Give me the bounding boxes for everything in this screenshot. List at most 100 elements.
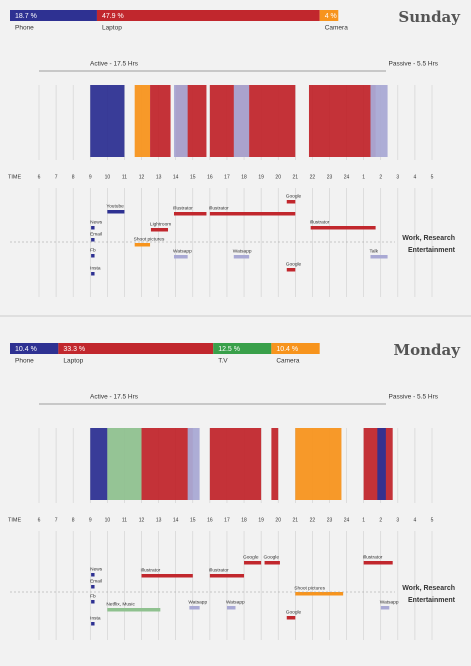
x-tick-label: 17 — [224, 174, 230, 180]
activity-label: Illustrator — [209, 205, 229, 211]
activity-label: News — [90, 566, 103, 572]
x-tick-label: 6 — [38, 517, 41, 523]
x-tick-label: 18 — [241, 517, 247, 523]
x-tick-label: 12 — [139, 517, 145, 523]
x-tick-label: 13 — [156, 517, 162, 523]
activity-bar — [209, 574, 245, 578]
usage-block — [90, 428, 108, 500]
device-share-bar — [58, 343, 214, 354]
device-share-label: 12.5 % — [218, 346, 240, 353]
activity-label: Watsapp — [173, 248, 192, 254]
x-tick-label: 10 — [105, 517, 111, 523]
activity-bar — [173, 212, 207, 216]
x-tick-label: 4 — [414, 517, 417, 523]
x-tick-label: 19 — [258, 174, 264, 180]
activity-bar — [91, 600, 95, 604]
activity-label: Email — [90, 578, 102, 584]
device-share-bar — [319, 10, 339, 21]
activity-bar — [91, 238, 95, 242]
device-share-bar — [271, 343, 320, 354]
x-tick-label: 10 — [105, 174, 111, 180]
x-tick-label: 2 — [379, 517, 382, 523]
activity-bar — [295, 592, 344, 596]
active-label: Active - 17.5 Hrs — [90, 61, 139, 68]
activity-label: Watsapp — [226, 599, 245, 605]
activity-bar — [150, 228, 169, 232]
activity-label: Talk — [369, 248, 378, 254]
device-share-label: 10.4 % — [276, 346, 298, 353]
usage-block — [187, 428, 200, 500]
activity-bar — [189, 606, 200, 610]
x-tick-label: 13 — [156, 174, 162, 180]
device-share-label: 47.9 % — [102, 13, 124, 20]
activity-bar — [91, 585, 95, 589]
activity-bar — [363, 561, 393, 565]
activity-bar — [173, 255, 188, 259]
usage-block — [377, 428, 386, 500]
x-tick-label: 12 — [139, 174, 145, 180]
device-share-bar — [96, 10, 320, 21]
activity-label: Google — [286, 193, 302, 199]
x-tick-label: 11 — [122, 517, 127, 523]
activity-bar — [244, 561, 262, 565]
x-tick-label: 5 — [431, 517, 434, 523]
usage-block — [209, 428, 262, 500]
x-tick-label: 22 — [310, 517, 316, 523]
time-label: TIME — [8, 517, 21, 523]
usage-block — [107, 428, 142, 500]
active-label: Active - 17.5 Hrs — [90, 394, 139, 401]
x-tick-label: 21 — [293, 174, 299, 180]
activity-label: Insta — [90, 615, 101, 621]
usage-block — [150, 85, 171, 157]
x-tick-label: 22 — [310, 174, 316, 180]
activity-label: Fb — [90, 247, 96, 253]
activity-label: Illustrator — [209, 567, 229, 573]
device-share-label: 4 % — [325, 13, 337, 20]
x-tick-label: 23 — [327, 517, 333, 523]
x-tick-label: 16 — [207, 174, 213, 180]
time-label: TIME — [8, 174, 21, 180]
x-tick-label: 1 — [362, 174, 365, 180]
x-tick-label: 3 — [396, 517, 399, 523]
activity-label: Google — [243, 554, 259, 560]
activity-bar — [264, 561, 280, 565]
x-tick-label: 11 — [122, 174, 127, 180]
passive-label: Passive - 5.5 Hrs — [389, 394, 439, 401]
work-label: Work, Research — [402, 235, 455, 242]
x-tick-label: 7 — [55, 517, 58, 523]
activity-bar — [226, 606, 236, 610]
device-share-bar — [10, 343, 59, 354]
activity-label: Watsapp — [380, 599, 399, 605]
day-title: Sunday — [398, 8, 461, 26]
activity-bar — [91, 272, 95, 276]
x-tick-label: 21 — [293, 517, 299, 523]
x-tick-label: 5 — [431, 174, 434, 180]
activity-label: Illustrator — [310, 219, 330, 225]
activity-label: Shoot pictures — [294, 585, 325, 591]
activity-label: Fb — [90, 593, 96, 599]
activity-bar — [370, 255, 388, 259]
x-tick-label: 9 — [89, 517, 92, 523]
activity-label: Google — [286, 261, 302, 267]
activity-label: Email — [90, 231, 102, 237]
x-tick-label: 15 — [190, 517, 196, 523]
device-share-label: 33.3 % — [63, 346, 85, 353]
activity-bar — [91, 254, 95, 258]
x-tick-label: 23 — [327, 174, 333, 180]
activity-bar — [107, 210, 125, 214]
entertainment-label: Entertainment — [408, 247, 456, 254]
x-tick-label: 24 — [344, 517, 350, 523]
x-tick-label: 17 — [224, 517, 230, 523]
activity-label: Youtube — [106, 203, 124, 209]
x-tick-label: 2 — [379, 174, 382, 180]
activity-bar — [91, 226, 95, 230]
device-share-bar — [213, 343, 272, 354]
activity-bar — [134, 243, 151, 247]
x-tick-label: 7 — [55, 174, 58, 180]
activity-bar — [233, 255, 250, 259]
activity-bar — [209, 212, 296, 216]
x-tick-label: 9 — [89, 174, 92, 180]
x-tick-label: 8 — [72, 517, 75, 523]
entertainment-label: Entertainment — [408, 597, 456, 604]
